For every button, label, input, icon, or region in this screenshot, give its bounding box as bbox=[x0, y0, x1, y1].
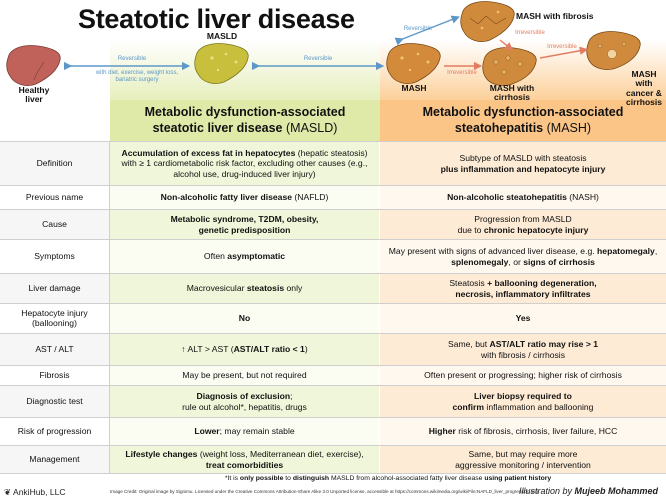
mash-cell: Same, but AST/ALT ratio may rise > 1 with… bbox=[380, 334, 666, 365]
row-label: Hepatocyte injury (ballooning) bbox=[0, 304, 110, 333]
illustration-prefix: Illustration by bbox=[518, 486, 575, 496]
table-row: Symptoms Often asymptomatic May present … bbox=[0, 240, 666, 274]
mash-column-header: Metabolic dysfunction-associated steatoh… bbox=[380, 100, 666, 142]
table-row: Definition Accumulation of excess fat in… bbox=[0, 142, 666, 186]
progression-diagram bbox=[0, 1, 666, 142]
masld-header-bold: steatotic liver disease bbox=[152, 121, 283, 135]
mash-cell: Higher risk of fibrosis, cirrhosis, live… bbox=[380, 418, 666, 445]
fibrosis-cirrhosis-arrow bbox=[499, 39, 514, 51]
masld-liver-icon bbox=[194, 43, 249, 84]
row-label: Previous name bbox=[0, 186, 110, 209]
table-row: Risk of progression Lower; may remain st… bbox=[0, 418, 666, 446]
page-title: Steatotic liver disease bbox=[78, 4, 355, 34]
healthy-liver-label: Healthy liver bbox=[18, 85, 50, 105]
masld-header-plain: (MASLD) bbox=[282, 121, 338, 135]
footnote: *It is only possible to distinguish MASL… bbox=[224, 475, 552, 482]
mash-cell: Liver biopsy required to confirm inflamma… bbox=[380, 386, 666, 417]
masld-header-line1: Metabolic dysfunction-associated bbox=[144, 105, 346, 120]
table-row: Diagnostic test Diagnosis of exclusion; r… bbox=[0, 386, 666, 418]
fibrosis-cirrhosis-irreversible-label: Irreversible bbox=[515, 30, 545, 36]
row-label: Definition bbox=[0, 142, 110, 185]
table-row: Hepatocyte injury (ballooning) No Yes bbox=[0, 304, 666, 334]
mash-cell: Subtype of MASLD with steatosis plus inf… bbox=[380, 142, 666, 185]
mash-cell: Progression from MASLD due to chronic hep… bbox=[380, 210, 666, 239]
masld-cell: Lower; may remain stable bbox=[110, 418, 380, 445]
masld-cell: May be present, but not required bbox=[110, 366, 380, 385]
brand-name: AnkiHub, LLC bbox=[13, 487, 66, 497]
masld-cell: No bbox=[110, 304, 380, 333]
cirrhosis-cancer-irreversible-label: Irreversible bbox=[547, 44, 577, 50]
mash-fibrosis-label: MASH with fibrosis bbox=[516, 11, 594, 21]
mash-cirrhosis-label: MASH with cirrhosis bbox=[489, 83, 535, 103]
healthy-masld-method-label: with diet, exercise, weight loss, bariat… bbox=[95, 70, 179, 83]
brand-logo-icon: ❦ bbox=[4, 487, 12, 497]
masld-cell: Often asymptomatic bbox=[110, 240, 380, 273]
healthy-masld-reversible-label: Reversible bbox=[117, 56, 147, 62]
mash-cancer-liver-icon bbox=[586, 31, 641, 70]
row-label: Management bbox=[0, 446, 110, 473]
cirrhosis-cancer-arrow bbox=[539, 46, 589, 59]
healthy-liver-icon bbox=[6, 45, 61, 86]
mash-cirrhosis-liver-icon bbox=[482, 47, 537, 86]
masld-column-header: Metabolic dysfunction-associated steatot… bbox=[110, 100, 380, 142]
illustration-author: Mujeeb Mohammed bbox=[574, 486, 658, 496]
comparison-table: Definition Accumulation of excess fat in… bbox=[0, 142, 666, 474]
masld-cell: Metabolic syndrome, T2DM, obesity, geneti… bbox=[110, 210, 380, 239]
row-label: Liver damage bbox=[0, 274, 110, 303]
illustration-credit: Illustration by Mujeeb Mohammed bbox=[519, 486, 658, 496]
row-label: Fibrosis bbox=[0, 366, 110, 385]
mash-header-line1: Metabolic dysfunction-associated bbox=[422, 105, 624, 120]
table-row: Management Lifestyle changes (weight los… bbox=[0, 446, 666, 474]
mash-cell: Yes bbox=[380, 304, 666, 333]
mash-cirrhosis-irreversible-label: Irreversible bbox=[447, 70, 477, 76]
masld-cell: Macrovesicular steatosis only bbox=[110, 274, 380, 303]
masld-cell: Non-alcoholic fatty liver disease (NAFLD… bbox=[110, 186, 380, 209]
masld-cell: Diagnosis of exclusion; rule out alcohol*… bbox=[110, 386, 380, 417]
row-label: Symptoms bbox=[0, 240, 110, 273]
mash-cancer-label: MASH with cancer & cirrhosis bbox=[626, 69, 662, 108]
masld-cell: Accumulation of excess fat in hepatocyte… bbox=[110, 142, 380, 185]
masld-header-bg bbox=[110, 100, 380, 142]
table-row: Cause Metabolic syndrome, T2DM, obesity,… bbox=[0, 210, 666, 240]
table-row: Fibrosis May be present, but not require… bbox=[0, 366, 666, 386]
mash-header-bold: steatohepatitis bbox=[454, 121, 544, 135]
row-label: Diagnostic test bbox=[0, 386, 110, 417]
masld-stage-label: MASLD bbox=[206, 31, 238, 41]
label-header-bg bbox=[0, 100, 110, 142]
table-row: Previous name Non-alcoholic fatty liver … bbox=[0, 186, 666, 210]
masld-cell: Lifestyle changes (weight loss, Mediterr… bbox=[110, 446, 380, 473]
mash-fibrosis-reversible-label: Reversible bbox=[403, 26, 433, 32]
mash-cell: May present with signs of advanced liver… bbox=[380, 240, 666, 273]
mash-fibrosis-reversible-arrow bbox=[394, 15, 460, 46]
mash-cell: Steatosis + ballooning degeneration, necr… bbox=[380, 274, 666, 303]
brand-label: ❦ AnkiHub, LLC bbox=[4, 487, 65, 498]
mash-cell: Often present or progressing; higher ris… bbox=[380, 366, 666, 385]
mash-stage-label: MASH bbox=[401, 83, 427, 93]
row-label: Cause bbox=[0, 210, 110, 239]
mash-header-plain: (MASH) bbox=[543, 121, 592, 135]
masld-cell: ↑ ALT > AST (AST/ALT ratio < 1) bbox=[110, 334, 380, 365]
image-credit: Image Credit: Original image by Signimu.… bbox=[110, 489, 538, 494]
mash-header-bg bbox=[380, 100, 666, 142]
mash-cell: Non-alcoholic steatohepatitis (NASH) bbox=[380, 186, 666, 209]
mash-cell: Same, but may require more aggressive mon… bbox=[380, 446, 666, 473]
table-row: Liver damage Macrovesicular steatosis on… bbox=[0, 274, 666, 304]
row-label: Risk of progression bbox=[0, 418, 110, 445]
table-row: AST / ALT ↑ ALT > AST (AST/ALT ratio < 1… bbox=[0, 334, 666, 366]
mash-fibrosis-liver-icon bbox=[460, 1, 515, 42]
masld-mash-reversible-label: Reversible bbox=[303, 56, 333, 62]
row-label: AST / ALT bbox=[0, 334, 110, 365]
